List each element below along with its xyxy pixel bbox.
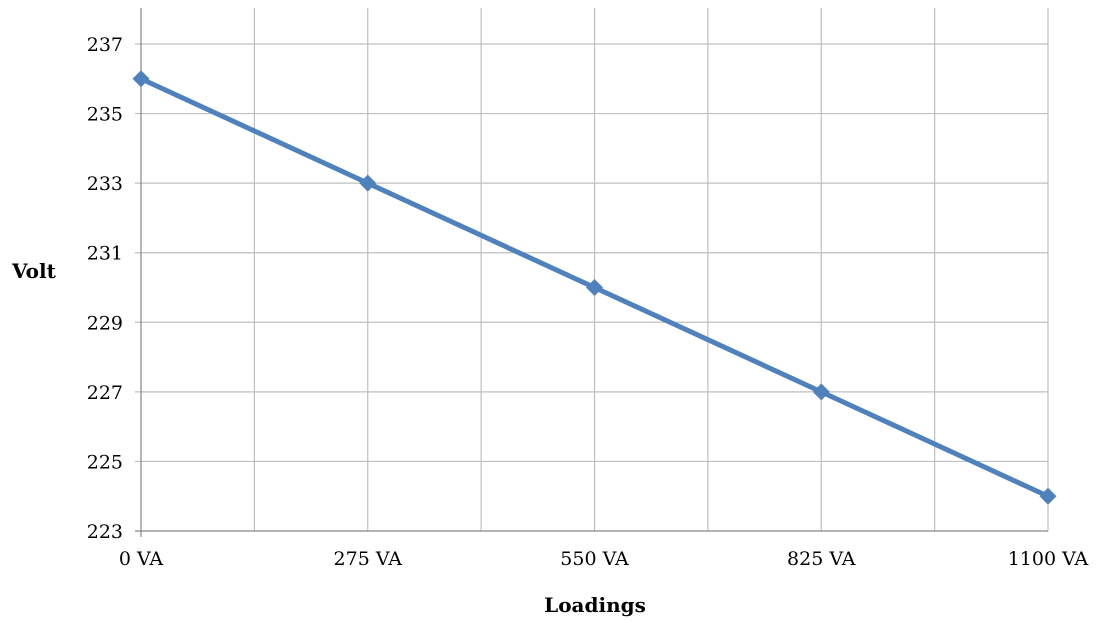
x-tick-label: 275 VA <box>334 548 403 570</box>
x-axis-title: Loadings <box>544 593 646 617</box>
series-layer <box>132 70 1057 505</box>
y-tick-label: 233 <box>87 173 123 195</box>
data-point-marker <box>359 174 377 192</box>
data-point-marker <box>1039 487 1057 505</box>
axis-layer <box>135 8 1048 537</box>
x-tick-label: 825 VA <box>787 548 856 570</box>
y-tick-label: 237 <box>87 34 123 56</box>
data-point-marker <box>132 70 150 88</box>
grid-layer <box>135 8 1049 531</box>
y-axis-title: Volt <box>11 259 57 283</box>
data-point-marker <box>586 279 603 296</box>
y-tick-label: 235 <box>87 104 123 126</box>
data-point-marker <box>812 383 830 401</box>
y-tick-label: 225 <box>87 451 123 473</box>
x-tick-label: 550 VA <box>560 548 629 570</box>
y-tick-label: 223 <box>87 521 123 543</box>
y-tick-label: 229 <box>87 312 123 334</box>
x-tick-label: 0 VA <box>119 548 164 570</box>
label-layer: 223 225 227 229 231 233 235 237 0 VA 275 VA 550 VA… <box>87 34 1089 570</box>
y-tick-label: 227 <box>87 382 123 404</box>
x-tick-label: 1100 VA <box>1008 548 1089 570</box>
y-tick-label: 231 <box>87 243 123 265</box>
